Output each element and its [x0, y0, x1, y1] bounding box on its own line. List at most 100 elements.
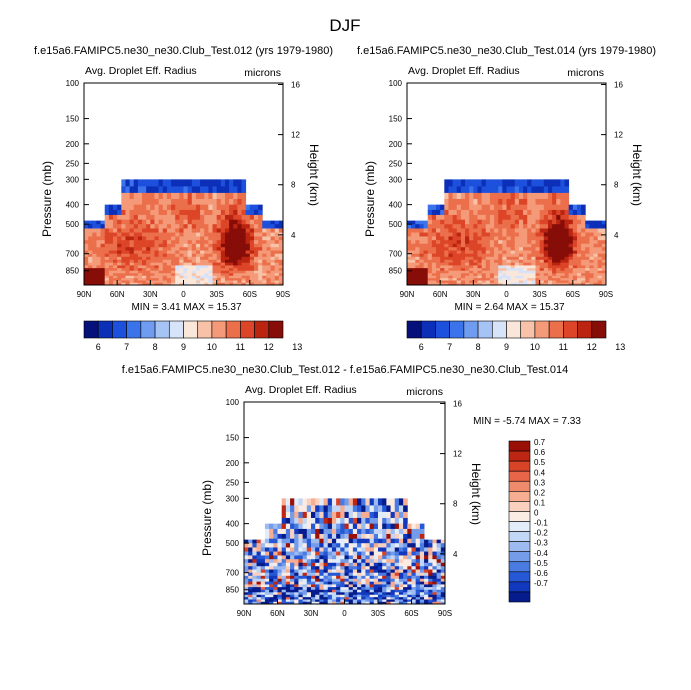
field-cell — [142, 186, 147, 194]
field-cell — [281, 498, 287, 506]
field-cell — [460, 256, 466, 261]
field-cell — [518, 253, 524, 258]
field-cell — [436, 282, 441, 286]
field-cell — [473, 275, 478, 279]
field-cell — [382, 528, 387, 535]
field-cell — [543, 265, 549, 269]
field-cell — [269, 575, 274, 580]
field-cell — [179, 214, 184, 221]
field-cell — [581, 204, 586, 211]
field-cell — [88, 282, 93, 286]
field-cell — [133, 243, 139, 248]
field-cell — [290, 581, 295, 585]
field-cell — [560, 186, 565, 194]
field-cell — [175, 247, 180, 251]
field-cell — [568, 253, 574, 258]
field-cell — [494, 186, 499, 194]
field-cell — [560, 209, 565, 216]
field-cell — [423, 240, 429, 245]
field-cell — [428, 551, 433, 556]
field-cell — [585, 232, 590, 237]
field-cell — [407, 566, 412, 570]
field-cell — [436, 566, 442, 570]
field-cell — [423, 250, 429, 255]
field-cell — [394, 555, 400, 560]
field-cell — [208, 278, 213, 281]
field-cell — [269, 587, 274, 591]
field-cell — [352, 547, 358, 552]
field-cell — [137, 275, 143, 279]
field-cell — [427, 262, 433, 266]
field-cell — [576, 259, 582, 264]
field-cell — [117, 256, 122, 261]
field-cell — [233, 256, 238, 261]
field-cell — [527, 240, 532, 245]
field-cell — [365, 601, 371, 605]
field-cell — [348, 578, 354, 583]
field-cell — [108, 268, 114, 272]
field-cell — [440, 282, 445, 286]
field-cell — [440, 270, 445, 274]
field-cell — [274, 220, 280, 225]
field-cell — [183, 247, 189, 251]
field-cell — [252, 575, 257, 580]
field-cell — [195, 273, 201, 277]
field-cell — [357, 569, 362, 574]
field-cell — [175, 232, 180, 237]
field-cell — [597, 250, 603, 255]
field-cell — [369, 559, 375, 564]
field-cell — [344, 538, 350, 544]
field-cell — [281, 587, 287, 591]
field-cell — [179, 219, 184, 225]
field-cell — [253, 270, 259, 274]
field-cell — [331, 523, 337, 530]
field-cell — [274, 232, 280, 237]
field-cell — [469, 280, 474, 284]
field-cell — [465, 179, 470, 187]
field-cell — [469, 179, 474, 187]
field-cell — [331, 562, 337, 567]
field-cell — [552, 256, 557, 261]
field-cell — [361, 578, 366, 583]
field-cell — [162, 198, 168, 206]
field-cell — [398, 559, 404, 564]
field-cell — [277, 572, 283, 577]
field-cell — [216, 236, 222, 241]
field-cell — [137, 262, 143, 266]
field-cell — [237, 253, 242, 258]
field-cell — [390, 597, 396, 600]
field-cell — [258, 282, 263, 286]
field-cell — [357, 498, 362, 506]
field-cell — [456, 247, 462, 251]
field-cell — [290, 587, 295, 591]
field-cell — [369, 584, 375, 588]
field-cell — [352, 533, 358, 540]
field-cell — [121, 240, 126, 245]
field-cell — [344, 575, 350, 580]
field-cell — [125, 253, 131, 258]
field-cell — [187, 243, 193, 248]
field-cell — [535, 265, 541, 269]
chart-panel-2: f.e15a6.FAMIPC5.ne30_ne30.Club_Test.014 … — [357, 45, 656, 352]
field-cell — [306, 533, 312, 540]
field-cell — [352, 523, 358, 530]
field-cell — [327, 533, 333, 540]
field-cell — [572, 214, 578, 221]
field-cell — [241, 219, 247, 225]
field-cell — [133, 186, 139, 194]
field-cell — [431, 236, 437, 241]
field-cell — [260, 566, 266, 570]
field-cell — [171, 268, 176, 272]
field-cell — [407, 256, 412, 261]
field-cell — [411, 253, 416, 258]
field-cell — [386, 572, 391, 577]
field-cell — [319, 511, 324, 519]
field-cell — [427, 270, 433, 274]
field-cell — [581, 278, 586, 281]
field-cell — [266, 224, 271, 229]
field-cell — [150, 228, 155, 233]
field-cell — [224, 250, 230, 255]
field-cell — [431, 209, 437, 216]
colorbar-label: 0.4 — [534, 468, 546, 477]
field-cell — [249, 204, 255, 211]
